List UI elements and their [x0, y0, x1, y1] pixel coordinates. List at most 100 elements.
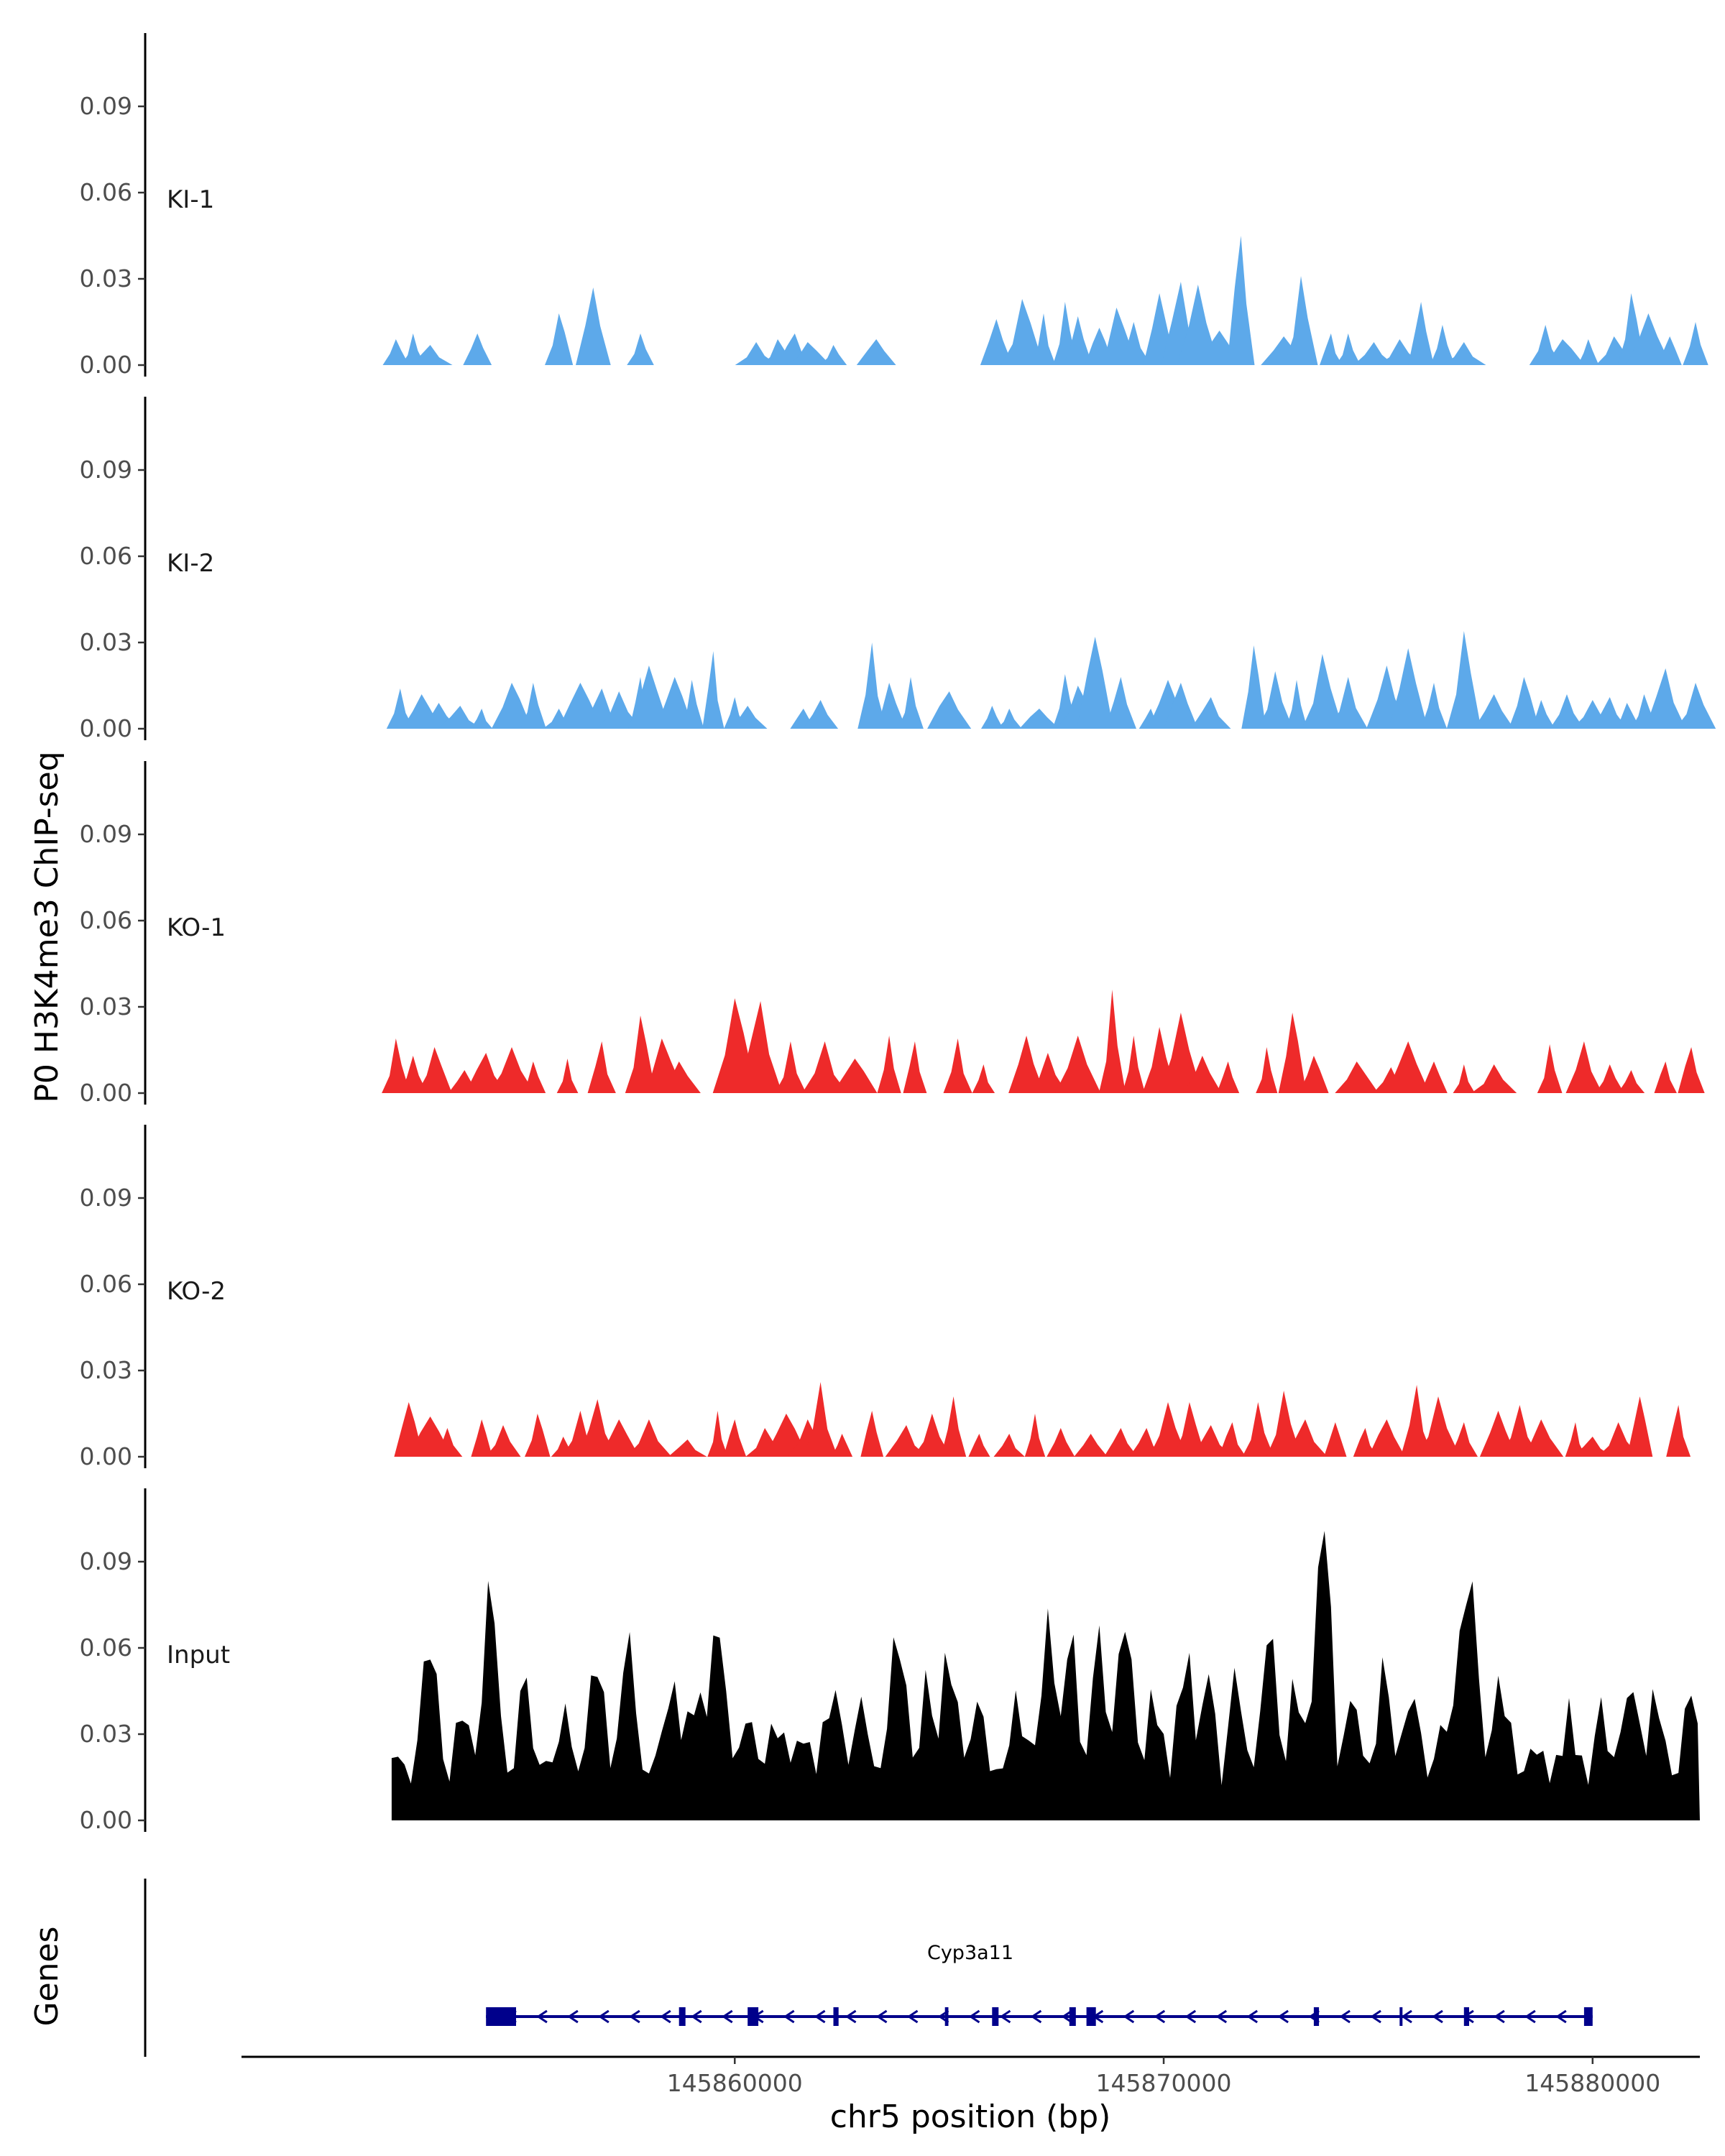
signal-peak — [520, 683, 546, 729]
signal-peak — [1408, 302, 1434, 365]
gene-name-label: Cyp3a11 — [927, 1942, 1013, 1964]
signal-peak — [1029, 1053, 1067, 1093]
signal-peak — [626, 1419, 672, 1457]
signal-peak — [1063, 316, 1092, 365]
y-tick-label: 0.09 — [80, 1184, 132, 1212]
signal-peak — [981, 706, 1003, 729]
signal-peak — [1645, 668, 1686, 729]
signal-peak — [1104, 1428, 1138, 1457]
signal-peak — [1540, 339, 1585, 365]
signal-peak — [1537, 1044, 1563, 1093]
signal-peak — [1019, 709, 1059, 729]
signal-peak — [1595, 1064, 1624, 1093]
signal-peak — [382, 1038, 410, 1093]
signal-peak — [1266, 1391, 1302, 1457]
signal-peak — [1416, 1396, 1460, 1457]
signal-peak — [525, 1414, 551, 1457]
strand-arrow — [1555, 2009, 1567, 2024]
strand-arrow — [1215, 2009, 1228, 2024]
signal-peak — [927, 691, 972, 729]
signal-peak — [1617, 1070, 1645, 1093]
track-ki-2: 0.00 0.03 0.06 0.09 KI-2 — [80, 397, 1716, 742]
genes-panel-title: Genes — [29, 1926, 65, 2026]
signal-peak — [1683, 322, 1708, 365]
signal-peak — [656, 677, 694, 729]
signal-peak — [1286, 680, 1307, 729]
signal-peak — [1284, 276, 1318, 365]
signal-peak — [1116, 322, 1151, 365]
signal-peak — [1256, 1047, 1278, 1093]
y-tick-label: 0.09 — [80, 820, 132, 848]
signal-peak — [1159, 1013, 1202, 1093]
signal-peak — [872, 683, 906, 729]
signal-peak — [803, 1382, 838, 1457]
signal-peak — [578, 1399, 617, 1457]
signal-peak — [723, 1419, 747, 1457]
signal-peak — [972, 1064, 995, 1093]
y-tick-label: 0.03 — [80, 1720, 132, 1748]
signal-peak — [668, 1439, 707, 1457]
signal-peak — [471, 709, 493, 729]
strand-arrow — [814, 2009, 826, 2024]
signal-peak — [1182, 1056, 1222, 1093]
signal-peak — [1257, 671, 1293, 729]
signal-peak — [627, 333, 654, 365]
signal-peak — [1573, 1437, 1613, 1457]
signal-peak — [1000, 299, 1044, 365]
signal-peak — [485, 1425, 521, 1457]
signal-peak — [1218, 1422, 1246, 1457]
gene-exon — [678, 2007, 686, 2026]
y-tick-label: 0.03 — [80, 992, 132, 1021]
y-tick-label: 0.06 — [80, 1270, 132, 1298]
tracks-layer: 0.00 0.03 0.06 0.09 KI-1 0.00 0.03 0.06 0.09 KI-2… — [80, 33, 1716, 1834]
y-tick-label: 0.00 — [80, 1806, 132, 1834]
y-tick-label: 0.03 — [80, 628, 132, 656]
signal-peak — [903, 1041, 927, 1093]
signal-peak — [545, 313, 574, 365]
strand-arrow — [968, 2009, 980, 2024]
signal-peak — [438, 706, 482, 729]
signal-peak — [1335, 333, 1361, 365]
gene-exon — [1583, 2007, 1593, 2026]
signal-peak — [1527, 700, 1555, 729]
signal-peak — [491, 683, 533, 729]
signal-peak — [576, 287, 611, 365]
signal-peak — [463, 333, 492, 365]
signal-peak — [857, 642, 887, 729]
signal-peak — [1565, 1041, 1603, 1093]
signal-peak — [1353, 342, 1394, 365]
signal-peak — [803, 700, 839, 729]
x-tick-label: 145860000 — [667, 2069, 803, 2097]
signal-peak — [1509, 677, 1540, 729]
signal-peak — [627, 665, 670, 729]
signal-peak — [1442, 342, 1486, 365]
gene-exon — [992, 2007, 999, 2026]
track-ki-1: 0.00 0.03 0.06 0.09 KI-1 — [80, 33, 1708, 379]
signal-peak — [802, 1041, 848, 1093]
signal-peak — [996, 709, 1022, 729]
signal-peak — [1550, 694, 1584, 729]
signal-peak — [1046, 1428, 1075, 1457]
track-label: KO-1 — [167, 913, 226, 942]
signal-peak — [1420, 683, 1448, 729]
signal-peak — [1578, 339, 1599, 365]
strand-arrow — [1123, 2009, 1135, 2024]
signal-peak — [657, 1061, 701, 1093]
signal-peak — [1320, 333, 1343, 365]
gene-exon — [1399, 2007, 1403, 2026]
signal-peak — [382, 339, 410, 365]
signal-peak — [1353, 1428, 1378, 1457]
gene-exon — [1313, 2007, 1320, 2026]
signal-peak — [1657, 336, 1682, 365]
strand-arrow — [1432, 2009, 1443, 2024]
signal-peak — [1626, 313, 1671, 365]
gene-exon — [748, 2007, 759, 2026]
signal-peak — [735, 342, 778, 365]
signal-peak — [1008, 1036, 1045, 1093]
signal-peak — [1420, 1061, 1448, 1093]
strand-arrow — [691, 2009, 702, 2024]
signal-peak — [1453, 1064, 1476, 1093]
strand-arrow — [1184, 2009, 1197, 2024]
signal-peak — [556, 1059, 579, 1093]
signal-peak — [1368, 1419, 1405, 1457]
